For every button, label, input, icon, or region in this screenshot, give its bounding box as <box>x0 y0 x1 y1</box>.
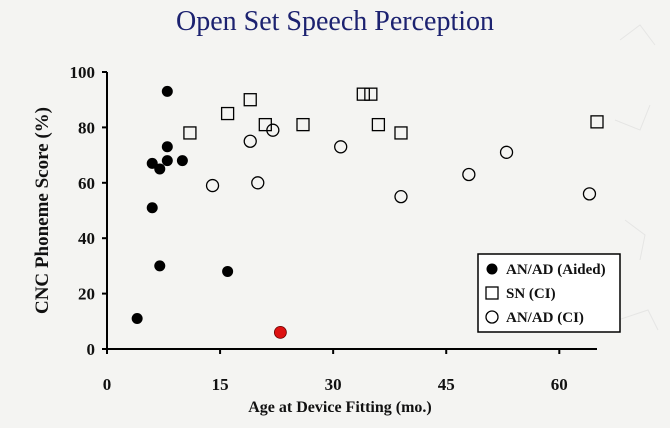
data-point-sn-ci <box>371 117 386 132</box>
y-tick-label: 0 <box>87 340 96 359</box>
x-tick-label: 30 <box>325 375 342 394</box>
data-point-an-ad-ci <box>394 189 408 204</box>
y-tick-label: 20 <box>78 285 95 304</box>
data-point-an-ad-ci <box>251 176 265 190</box>
data-point-an-ad-aided <box>154 163 166 175</box>
x-tick-label: 0 <box>103 375 112 394</box>
data-point-an-ad-aided <box>154 260 166 272</box>
data-point-an-ad-aided <box>161 155 173 167</box>
data-points <box>131 85 604 339</box>
y-tick-label: 100 <box>70 63 96 82</box>
data-point-an-ad-aided <box>146 202 158 214</box>
tick-group: 0 20 40 60 80 100 0 15 30 45 60 <box>70 63 568 394</box>
x-tick-label: 60 <box>551 375 568 394</box>
x-axis-label: Age at Device Fitting (mo.) <box>248 399 432 416</box>
data-point-sn-ci <box>220 106 235 121</box>
data-point-an-ad-ci <box>334 140 348 154</box>
data-point-sn-ci <box>364 87 378 101</box>
data-point-sn-ci <box>243 93 257 107</box>
legend-label: AN/AD (CI) <box>506 310 584 326</box>
x-tick-label: 45 <box>438 375 455 394</box>
legend: AN/AD (Aided) SN (CI) AN/AD (CI) <box>477 253 621 333</box>
data-point-an-ad-aided <box>161 141 173 153</box>
data-point-an-ad-aided <box>222 265 234 277</box>
data-point-an-ad-aided <box>146 157 158 169</box>
y-tick-label: 40 <box>78 229 95 248</box>
data-point-an-ad-ci <box>582 187 597 201</box>
y-tick-label: 80 <box>78 118 95 137</box>
y-tick-label: 60 <box>78 174 95 193</box>
axes <box>106 72 597 350</box>
data-point-an-ad-ci <box>462 167 476 182</box>
legend-marker-an-ad-ci <box>485 310 499 324</box>
data-point-an-ad-ci <box>499 145 514 159</box>
data-point-an-ad-aided <box>131 313 143 325</box>
data-point-an-ad-aided <box>161 85 173 97</box>
data-point-sn-ci <box>394 126 408 140</box>
x-tick-label: 15 <box>212 375 229 394</box>
legend-box <box>477 253 621 333</box>
data-point-an-ad-ci <box>205 178 220 193</box>
data-point-highlight <box>273 325 287 339</box>
legend-label: AN/AD (Aided) <box>506 262 606 278</box>
background-decoration <box>614 24 659 331</box>
legend-marker-sn-ci <box>485 286 499 300</box>
data-point-an-ad-aided <box>176 155 188 167</box>
legend-label: SN (CI) <box>506 286 556 302</box>
data-point-an-ad-ci <box>243 134 257 148</box>
y-axis-label: CNC Phoneme Score (%) <box>32 107 53 314</box>
data-point-sn-ci <box>356 87 370 101</box>
data-point-sn-ci <box>296 117 310 132</box>
data-point-sn-ci <box>183 126 197 140</box>
legend-marker-an-ad-aided <box>486 263 498 275</box>
chart-title: Open Set Speech Perception <box>175 6 495 37</box>
data-point-sn-ci <box>590 115 604 129</box>
data-point-an-ad-ci <box>266 123 280 137</box>
